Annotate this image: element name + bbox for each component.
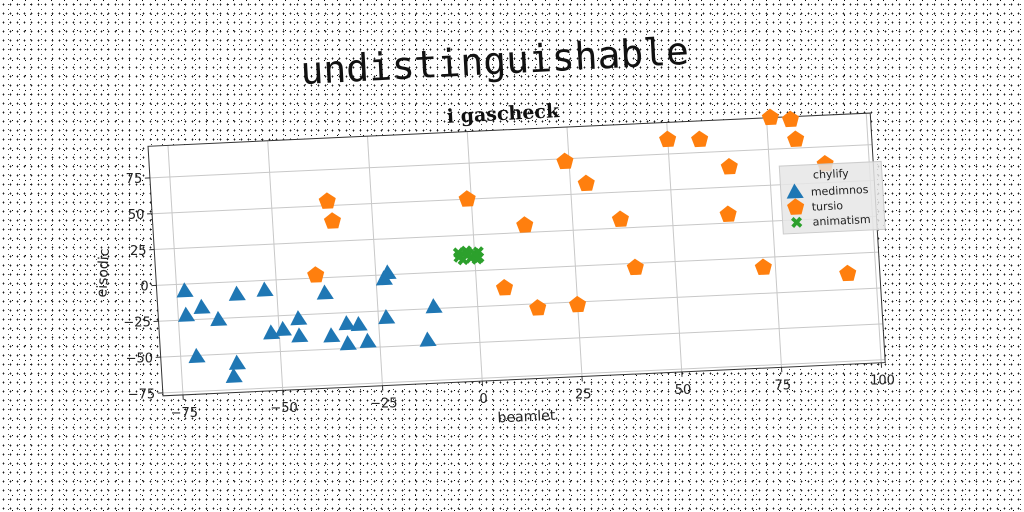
tursio-point [458,190,476,207]
animatism-point [453,251,465,263]
tursio-point [556,152,574,170]
y-tick-label: 50 [128,208,145,223]
tursio-point [781,110,799,128]
medimnos-point [425,298,443,314]
medimnos-point [350,315,368,332]
x-grid-line [366,136,383,386]
plot-frame [147,112,886,397]
tursio-point [839,264,857,282]
data-points [176,108,857,383]
y-grid-line [158,287,881,322]
legend-marker-medimnos [786,183,804,199]
tursio-point [691,130,709,148]
x-tick-label: −75 [171,406,198,421]
tursio-point [611,210,629,227]
legend-title: chylify [813,167,850,182]
tursio-point [626,258,644,276]
y-grid-line [154,215,877,251]
x-axis-label: beamlet [497,408,556,427]
y-tick-label: 75 [126,172,143,187]
x-tick-label: 0 [479,392,487,407]
y-tick-label: −75 [128,387,155,402]
y-grid-line [162,359,886,394]
legend-label-animatism: animatism [812,213,871,229]
tursio-point [761,108,779,126]
medimnos-point [193,298,211,314]
axis-ticks [144,177,883,400]
medimnos-point [316,284,334,300]
legend-marker-animatism [791,216,803,228]
medimnos-point [178,306,196,322]
animatism-point [473,251,485,264]
y-tick-label: 0 [140,280,148,295]
y-grid-line [160,323,883,358]
chart-title: i gascheck [446,100,560,128]
medimnos-point [359,332,377,349]
animatism-point [460,249,473,261]
medimnos-point [290,310,308,326]
medimnos-point [323,327,341,343]
tursio-point [529,299,547,316]
medimnos-point [210,310,228,327]
legend-label-medimnos: medimnos [810,183,869,199]
legend-box [778,160,886,235]
x-tick-label: 50 [675,383,692,398]
y-tick-label: 25 [130,244,147,259]
medimnos-point [176,282,194,298]
tursio-point [787,130,805,147]
tursio-point [577,174,595,192]
x-grid-line [167,145,184,395]
x-tick-label: −50 [270,401,297,416]
legend-marker-tursio [787,198,805,215]
x-tick-label: −25 [370,397,397,412]
tursio-point [323,212,341,229]
x-grid-line [267,140,284,391]
y-axis-label: eisodic [94,248,113,298]
x-grid-line [666,122,683,372]
y-grid-line [152,179,875,215]
x-tick-label: 75 [775,378,792,393]
medimnos-point [338,315,356,331]
medimnos-point [228,354,247,370]
medimnos-point [339,335,357,351]
medimnos-point [291,327,309,343]
y-grid-line [156,251,879,286]
tursio-point [318,192,336,209]
tursio-point [568,295,587,313]
medimnos-point [419,331,437,347]
tursio-point [719,205,737,222]
medimnos-point [188,347,206,364]
tursio-point [495,279,514,296]
medimnos-point [225,367,243,383]
x-grid-line [765,117,782,368]
tursio-point [659,130,677,148]
series-animatism [452,245,485,266]
legend-label-tursio: tursio [811,199,843,213]
tursio-point [754,258,772,276]
figure-suptitle: undistinguishable [299,29,690,93]
tursio-point [516,216,534,233]
tursio-point [307,266,325,283]
y-tick-label: −25 [123,316,150,331]
series-medimnos [176,264,443,383]
x-grid-line [865,113,882,363]
plot-background [148,113,886,396]
medimnos-point [256,281,274,297]
medimnos-point [379,264,397,280]
x-tick-label: 100 [870,374,895,389]
x-tick-label: 25 [575,387,592,402]
medimnos-point [228,285,246,301]
y-grid-line [149,144,873,179]
medimnos-point [274,320,292,337]
y-tick-label: −50 [126,351,153,366]
tursio-point [720,157,738,175]
medimnos-point [378,308,396,325]
